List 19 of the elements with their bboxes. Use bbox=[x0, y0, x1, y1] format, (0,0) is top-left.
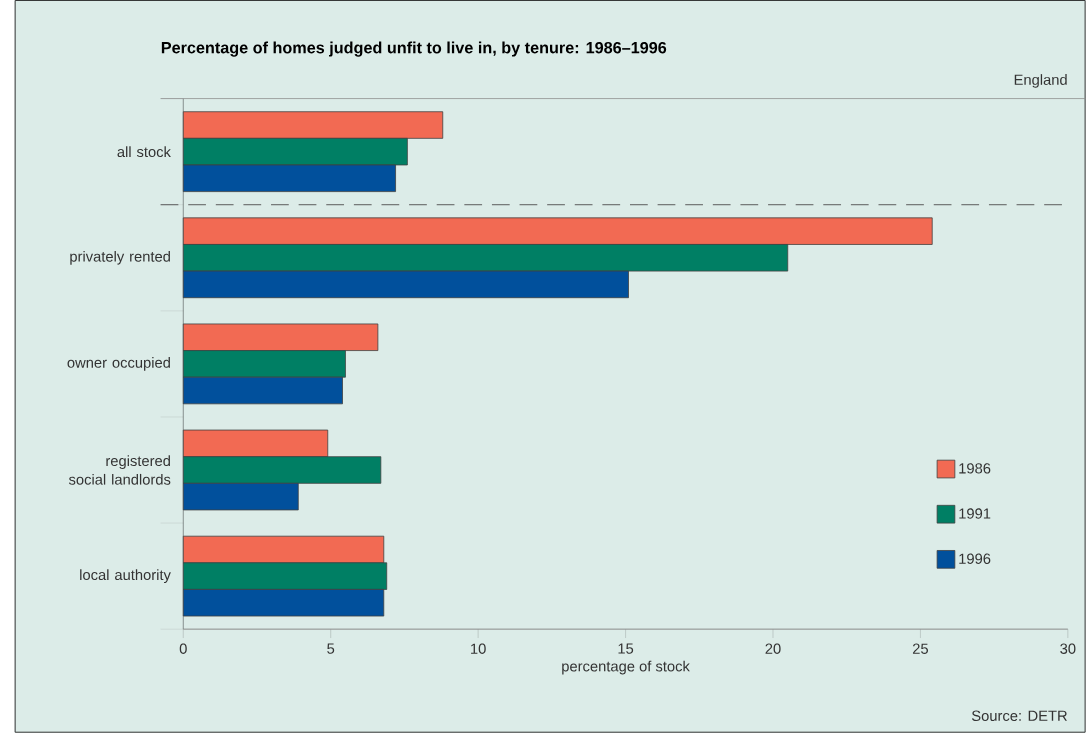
chart-title: Percentage of homes judged unfit to live in, by tenure: 1986–1996 bbox=[161, 41, 667, 57]
x-axis-title: percentage of stock bbox=[562, 660, 690, 675]
text: England bbox=[1014, 74, 1067, 88]
legend-label: 1991 bbox=[959, 508, 991, 519]
y-tick-label: registered social landlords bbox=[68, 455, 171, 485]
x-tick-label: 5 bbox=[327, 643, 335, 654]
y-tick-label: local authority bbox=[80, 569, 171, 584]
x-tick-label: 15 bbox=[618, 643, 634, 654]
y-tick-label: all stock bbox=[117, 146, 171, 158]
y-tick-label: owner occupied bbox=[67, 357, 170, 371]
x-tick-label: 10 bbox=[471, 643, 486, 655]
legend-label: 1986 bbox=[959, 463, 991, 474]
x-tick-label: 25 bbox=[912, 643, 928, 655]
legend-label: 1996 bbox=[959, 553, 991, 565]
x-tick-label: 30 bbox=[1060, 643, 1076, 655]
source-note: Source: DETR bbox=[971, 710, 1067, 722]
x-tick-label: 0 bbox=[179, 643, 187, 655]
y-tick-label: privately rented bbox=[70, 251, 170, 265]
x-tick-label: 20 bbox=[765, 643, 781, 655]
